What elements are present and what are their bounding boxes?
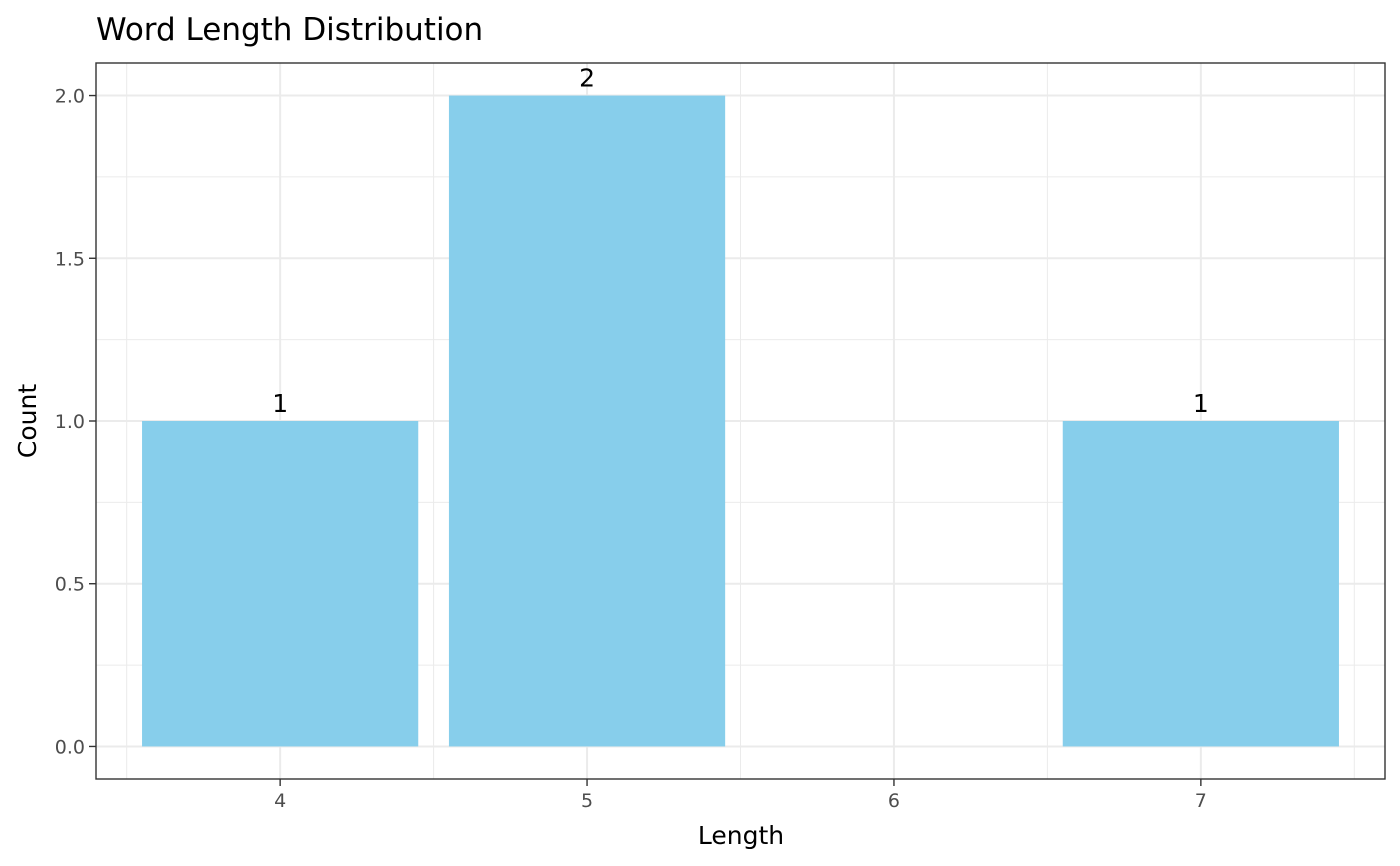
y-axis-ticks: 0.0 0.5 1.0 1.5 2.0 xyxy=(55,86,96,758)
y-tick-label: 0.0 xyxy=(55,736,85,758)
bar-data-label: 1 xyxy=(1193,389,1209,418)
data-labels: 1 2 1 xyxy=(272,64,1209,418)
y-axis-title: Count xyxy=(13,384,42,458)
y-tick-label: 2.0 xyxy=(55,86,85,108)
y-tick-label: 1.0 xyxy=(55,411,85,433)
y-tick-label: 1.5 xyxy=(55,248,85,270)
bar xyxy=(142,421,419,747)
chart-title: Word Length Distribution xyxy=(96,12,483,48)
bars xyxy=(142,95,1339,747)
bar-data-label: 1 xyxy=(272,389,288,418)
bar xyxy=(448,95,726,747)
x-tick-label: 5 xyxy=(581,790,593,812)
bar-data-label: 2 xyxy=(579,64,595,93)
x-axis-ticks: 4 5 6 7 xyxy=(274,779,1207,812)
y-tick-label: 0.5 xyxy=(55,574,85,596)
bar xyxy=(1062,421,1339,747)
x-tick-label: 7 xyxy=(1195,790,1207,812)
x-axis-title: Length xyxy=(698,821,784,850)
x-tick-label: 6 xyxy=(888,790,900,812)
x-tick-label: 4 xyxy=(274,790,286,812)
